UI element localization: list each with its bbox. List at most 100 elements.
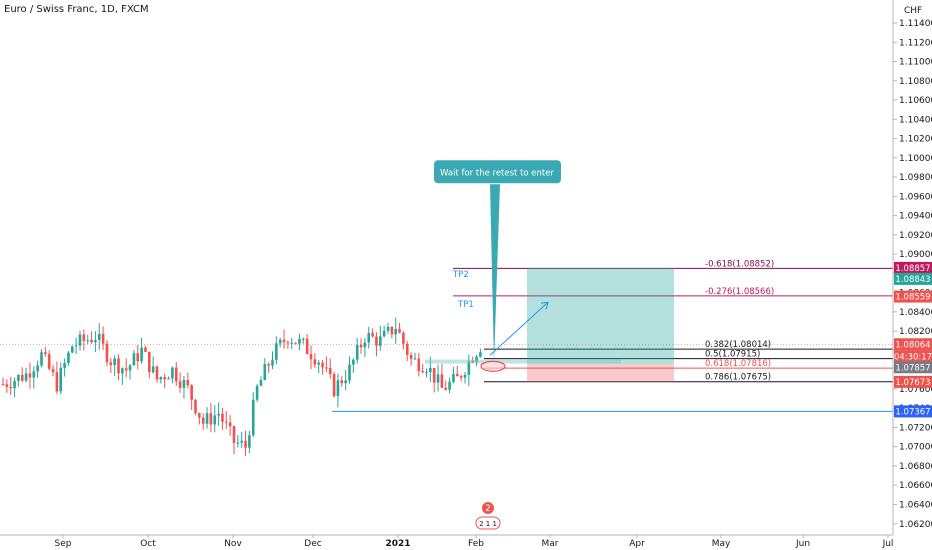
time-tick-label: Mar [542, 539, 559, 549]
candle-body [325, 367, 328, 369]
long-position-target-zone [527, 267, 674, 365]
time-tick-label: May [712, 539, 731, 549]
candle-body [352, 359, 355, 365]
candle-body [271, 359, 274, 366]
price-tick-label: 1.09000 [899, 250, 932, 260]
candle-body [436, 374, 440, 383]
candle-body [140, 347, 143, 362]
price-tick-label: 1.07600 [899, 385, 932, 395]
candle-body [32, 371, 36, 378]
candle-body [386, 326, 390, 331]
price-tick-label: 1.09800 [899, 173, 932, 183]
price-tag [894, 405, 932, 418]
price-tick-label: 1.10400 [899, 115, 932, 125]
candle-body [44, 352, 47, 355]
candle-body [17, 374, 20, 381]
candle-body [244, 440, 247, 448]
candle-body [9, 386, 12, 389]
candle-body [28, 373, 32, 378]
candle-body [94, 339, 97, 343]
candle-body [47, 354, 51, 369]
candle-body [475, 356, 478, 363]
price-tick-label: 1.11000 [899, 58, 932, 68]
price-tag-label: 1.08559 [895, 293, 930, 303]
candle-body [20, 374, 24, 381]
candle-body [448, 381, 451, 390]
price-tag [894, 290, 932, 303]
time-tick-label: Dec [304, 539, 321, 549]
price-axis[interactable]: 1.11400 1.11200 1.11000 1.10800 1.10600 1.104… [892, 0, 932, 535]
fib-level-label: -0.276(1.08566) [705, 287, 774, 297]
price-tag [894, 375, 932, 388]
candle-body [59, 367, 63, 392]
candle-body [205, 413, 209, 424]
candle-body [294, 342, 297, 344]
candle-body [178, 381, 182, 388]
chart-drawings[interactable]: -0.618(1.08852) -0.276(1.08566) 0.382(1.08… [0, 160, 893, 530]
candle-body [263, 364, 267, 381]
candle-body [151, 366, 155, 373]
candle-body [55, 372, 59, 392]
candle-body [148, 351, 151, 373]
candle-body [182, 379, 186, 388]
candle-body [479, 352, 482, 357]
price-tag-label: 1.08843 [895, 275, 930, 285]
candle-body [121, 368, 124, 374]
price-tick-label: 1.07000 [899, 443, 932, 453]
price-tick-label: 1.10600 [899, 96, 932, 106]
candle-body [144, 347, 147, 352]
candle-body [275, 343, 278, 360]
candle-body [282, 339, 286, 343]
candle-body [305, 338, 309, 355]
candle-body [425, 372, 428, 374]
candle-body [382, 330, 386, 337]
price-tick-label: 1.09200 [899, 231, 932, 241]
dividends-marker-label: 2 1 1 [479, 520, 497, 528]
candle-body [452, 373, 455, 382]
candle-body [105, 343, 109, 363]
candle-body [467, 360, 471, 375]
price-tick-label: 1.06400 [899, 501, 932, 511]
candle-body [336, 380, 340, 397]
candle-body [97, 333, 101, 340]
candle-body [225, 421, 228, 423]
candle-body [209, 413, 213, 425]
price-tick-label: 1.09600 [899, 192, 932, 202]
candle-body [251, 399, 255, 436]
candle-body [309, 354, 313, 360]
candle-body [313, 359, 317, 365]
candle-body [340, 380, 344, 384]
candle-body [101, 333, 105, 344]
candle-body [190, 385, 193, 400]
symbol-title[interactable]: Euro / Swiss Franc, 1D, FXCM [4, 4, 149, 15]
candle-body [174, 367, 178, 382]
fib-level-label: 0.618(1.07816) [705, 359, 771, 369]
candle-body [298, 339, 301, 344]
candle-body [321, 362, 324, 368]
callout-text: Wait for the retest to enter [440, 168, 554, 178]
time-tick-label: Sep [55, 539, 72, 549]
candle-body [402, 332, 405, 344]
candle-body [163, 377, 166, 380]
time-tick-label: Oct [140, 539, 156, 549]
candle-body [194, 399, 197, 414]
candle-body [413, 358, 417, 360]
projection-arrow [489, 301, 549, 356]
dividends-marker-icon [475, 516, 501, 530]
candle-body [117, 358, 120, 374]
candle-body [332, 373, 336, 397]
candle-body [228, 422, 232, 427]
candle-body [290, 342, 294, 344]
candle-body [217, 413, 220, 416]
time-axis[interactable]: Sep Oct Nov Dec 2021 Feb Mar Apr May Jun Jul [0, 534, 893, 549]
time-tick-label: Feb [468, 539, 484, 549]
candle-body [355, 344, 359, 360]
events-marker-count: 2 [485, 504, 490, 514]
candle-body [232, 426, 236, 443]
tp1-label: TP1 [457, 300, 474, 310]
candle-body [432, 367, 436, 383]
candle-body [429, 367, 432, 373]
candle-body [159, 377, 163, 380]
price-tag-label: 04:30:17 [894, 352, 932, 362]
